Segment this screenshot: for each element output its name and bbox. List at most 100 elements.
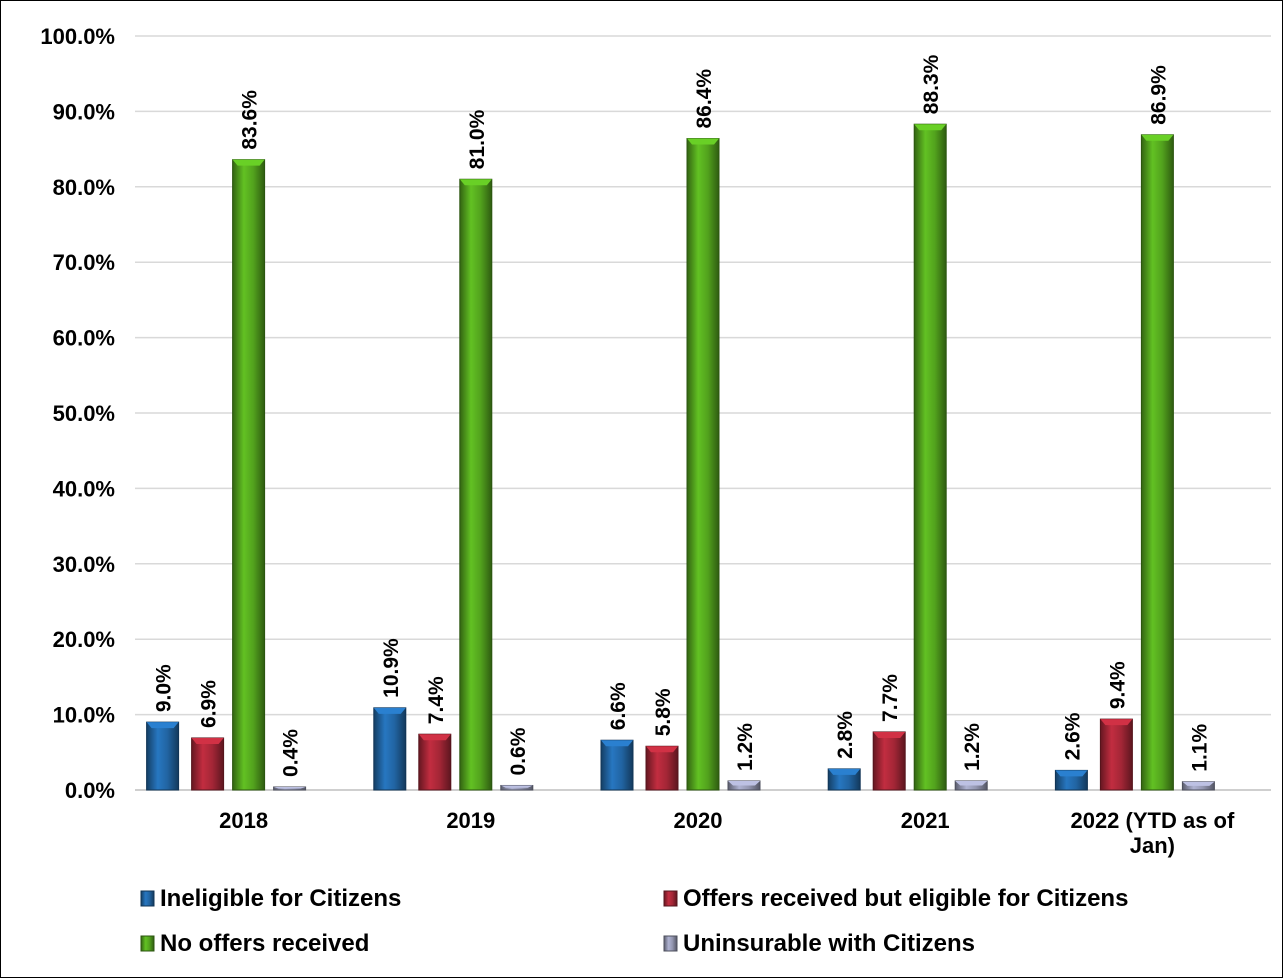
bar (872, 731, 906, 791)
legend-swatch (140, 935, 155, 952)
x-tick-label: 2018 (219, 808, 268, 833)
bar (913, 123, 947, 791)
data-label: 9.0% (153, 664, 176, 712)
legend-swatch (663, 890, 678, 907)
bar-bevel (828, 768, 861, 775)
data-label: 0.4% (280, 729, 303, 777)
bar (273, 786, 307, 791)
y-tick-label: 10.0% (53, 703, 115, 728)
bar (954, 780, 988, 791)
bar-body (1099, 718, 1133, 791)
bar-body (459, 178, 493, 791)
bar-body (191, 737, 225, 791)
data-label: 5.8% (652, 688, 675, 736)
data-label: 1.2% (734, 723, 757, 771)
bar-body (232, 159, 266, 791)
data-label: 10.9% (380, 638, 403, 698)
data-label: 9.4% (1106, 661, 1129, 709)
bar-bevel (146, 722, 179, 729)
data-label: 2.8% (834, 711, 857, 759)
data-label: 86.4% (693, 69, 716, 129)
y-tick-label: 40.0% (53, 476, 115, 501)
bar (373, 707, 407, 791)
bar (727, 780, 761, 791)
data-label: 88.3% (920, 54, 943, 114)
bar (1140, 134, 1174, 791)
data-label: 1.1% (1188, 724, 1211, 772)
bar-bevel (1182, 781, 1215, 786)
bar-bevel (459, 179, 492, 186)
data-label: 1.2% (961, 723, 984, 771)
y-tick-label: 0.0% (65, 778, 115, 803)
bar (1054, 769, 1088, 791)
bar (500, 784, 534, 791)
bar (600, 739, 634, 791)
bar-body (600, 739, 634, 791)
x-tick-label: Jan) (1130, 833, 1175, 858)
bar (418, 733, 452, 791)
y-tick-label: 100.0% (40, 24, 115, 49)
data-label: 81.0% (466, 109, 489, 169)
bar-body (686, 138, 720, 791)
data-label: 2.6% (1061, 712, 1084, 760)
bar-body (1140, 134, 1174, 791)
bar-bevel (232, 159, 265, 166)
bar-bevel (914, 124, 947, 131)
legend-label: Uninsurable with Citizens (683, 930, 975, 957)
data-label: 86.9% (1147, 65, 1170, 125)
bar-bevel (1055, 770, 1088, 777)
x-tick-label: 2019 (446, 808, 495, 833)
bar (827, 768, 861, 791)
x-tick-label: 2022 (YTD as of (1070, 808, 1235, 833)
bar-bevel (1100, 719, 1133, 726)
bar-body (373, 707, 407, 791)
bar-bevel (500, 785, 533, 788)
y-tick-label: 20.0% (53, 627, 115, 652)
y-tick-label: 50.0% (53, 401, 115, 426)
bar-body (913, 123, 947, 791)
bar-bevel (191, 737, 224, 744)
x-tick-label: 2020 (674, 808, 723, 833)
x-tick-label: 2021 (901, 808, 950, 833)
bar-bevel (873, 731, 906, 738)
bar-bevel (373, 707, 406, 714)
bar-body (418, 733, 452, 791)
bar-body (872, 731, 906, 791)
bar-body (146, 721, 180, 791)
legend-label: Ineligible for Citizens (160, 885, 401, 912)
legend-label: No offers received (160, 930, 369, 957)
data-label: 6.6% (607, 682, 630, 730)
y-tick-label: 90.0% (53, 99, 115, 124)
bar-bevel (687, 138, 719, 145)
data-label: 0.6% (507, 727, 530, 775)
bar (645, 745, 679, 791)
legend-item: Uninsurable with Citizens (663, 930, 975, 957)
data-label: 6.9% (198, 680, 221, 728)
y-tick-label: 70.0% (53, 250, 115, 275)
bar (191, 737, 225, 791)
bar-bevel (955, 780, 988, 786)
bar (146, 721, 180, 791)
bar (686, 138, 720, 791)
bar-bevel (601, 740, 633, 747)
legend-label: Offers received but eligible for Citizen… (683, 885, 1128, 912)
data-label: 7.7% (879, 674, 902, 722)
y-tick-label: 80.0% (53, 175, 115, 200)
bar-bevel (273, 786, 306, 789)
bar-bevel (1141, 134, 1174, 141)
legend-item: Offers received but eligible for Citizen… (663, 885, 1128, 912)
bar-bevel (728, 780, 760, 786)
bar-body (645, 745, 679, 791)
legend-item: No offers received (140, 930, 369, 957)
bar (1181, 781, 1215, 791)
y-tick-label: 60.0% (53, 326, 115, 351)
legend-swatch (663, 935, 678, 952)
legend-swatch (140, 890, 155, 907)
bar (1099, 718, 1133, 791)
bar-bevel (418, 734, 451, 741)
data-label: 83.6% (239, 90, 262, 150)
data-label: 7.4% (425, 676, 448, 724)
legend-item: Ineligible for Citizens (140, 885, 401, 912)
